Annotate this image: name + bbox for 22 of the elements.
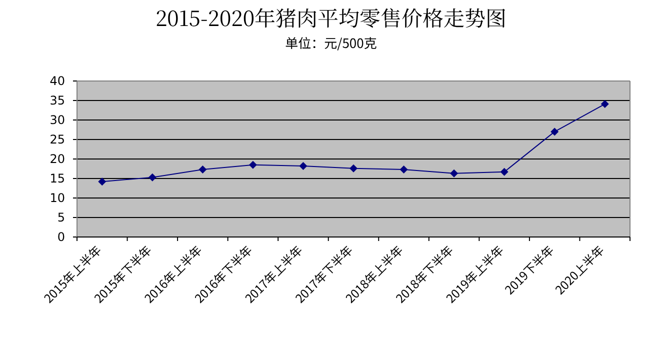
point — [450, 169, 458, 178]
point — [600, 100, 609, 108]
y-tick-label: 25 — [50, 132, 65, 146]
point — [299, 162, 308, 170]
y-tick-label: 40 — [50, 74, 65, 88]
y-tick-label: 30 — [50, 113, 65, 127]
point — [350, 164, 358, 172]
point — [400, 166, 408, 174]
point — [148, 173, 156, 182]
chart-title: 2015-2020年猪肉平均零售价格走势图 — [155, 3, 507, 33]
point — [198, 166, 207, 174]
y-tick-label: 5 — [57, 210, 65, 224]
y-tick-label: 10 — [50, 191, 65, 205]
y-tick-label: 20 — [50, 152, 65, 166]
y-tick-label: 35 — [50, 94, 65, 108]
y-tick-label: 15 — [50, 172, 65, 186]
y-tick-label: 0 — [57, 230, 65, 244]
point — [248, 160, 257, 169]
point — [550, 128, 559, 136]
point — [500, 168, 508, 176]
chart-subtitle: 单位：元/500克 — [285, 33, 377, 52]
point — [98, 178, 106, 186]
